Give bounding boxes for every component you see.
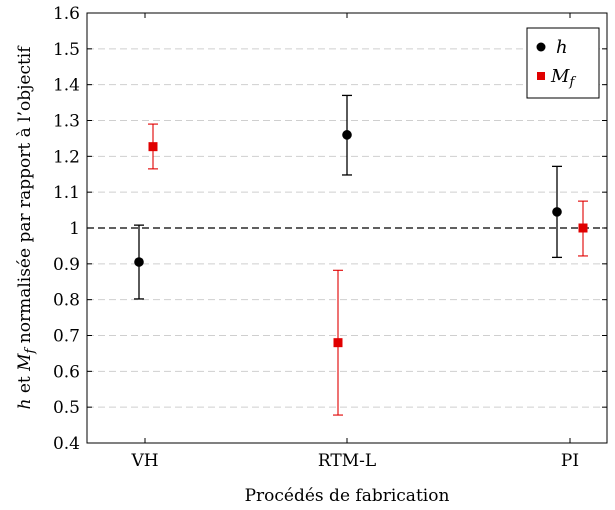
y-tick-label: 1.6 bbox=[53, 4, 80, 24]
axis-ticks: 0.4 0.5 0.6 0.7 0.8 0.9 1 1.1 1.2 1.3 1.4 1.5 1.6 VH R… bbox=[53, 4, 607, 471]
legend-box bbox=[526, 27, 600, 99]
y-label-connector: et bbox=[15, 371, 35, 399]
y-tick-label: 1.1 bbox=[53, 183, 80, 203]
y-label-h-symbol: h bbox=[15, 399, 35, 410]
data-point-h bbox=[552, 207, 562, 217]
x-tick-label: RTM-L bbox=[318, 451, 376, 471]
legend: h Mf bbox=[526, 27, 600, 99]
y-label-rest: normalisée par rapport à l’objectif bbox=[15, 45, 35, 349]
legend-marker-h bbox=[536, 42, 546, 52]
y-tick-label: 0.4 bbox=[53, 434, 80, 454]
y-tick-label: 0.6 bbox=[53, 362, 80, 382]
y-label-m-symbol: M bbox=[15, 353, 35, 372]
y-tick-label: 1.3 bbox=[53, 112, 80, 132]
data-layer bbox=[134, 94, 588, 416]
y-tick-label: 1 bbox=[69, 219, 80, 239]
y-tick-label: 0.7 bbox=[53, 327, 80, 347]
y-tick-label: 1.4 bbox=[53, 76, 80, 96]
x-axis-label: Procédés de fabrication bbox=[245, 486, 450, 506]
y-label-m-subscript: f bbox=[23, 346, 38, 354]
data-point-h bbox=[134, 257, 144, 267]
legend-mf-subscript: f bbox=[568, 75, 576, 90]
y-tick-label: 1.5 bbox=[53, 40, 80, 60]
legend-entry-mf: Mf bbox=[550, 66, 576, 90]
legend-entry-h: h bbox=[556, 37, 568, 58]
x-tick-label: VH bbox=[130, 451, 158, 471]
data-point-h bbox=[342, 130, 352, 140]
data-point-mf bbox=[333, 338, 343, 348]
data-point-mf bbox=[578, 223, 588, 233]
legend-mf-symbol: M bbox=[550, 66, 570, 87]
y-axis-label: h et Mf normalisée par rapport à l’objec… bbox=[15, 45, 38, 410]
legend-marker-mf bbox=[537, 72, 545, 80]
y-tick-label: 0.8 bbox=[53, 291, 80, 311]
y-tick-label: 0.5 bbox=[53, 398, 80, 418]
data-point-mf bbox=[148, 142, 158, 152]
x-tick-label: PI bbox=[561, 451, 579, 471]
y-tick-label: 1.2 bbox=[53, 147, 80, 167]
y-tick-label: 0.9 bbox=[53, 255, 80, 275]
